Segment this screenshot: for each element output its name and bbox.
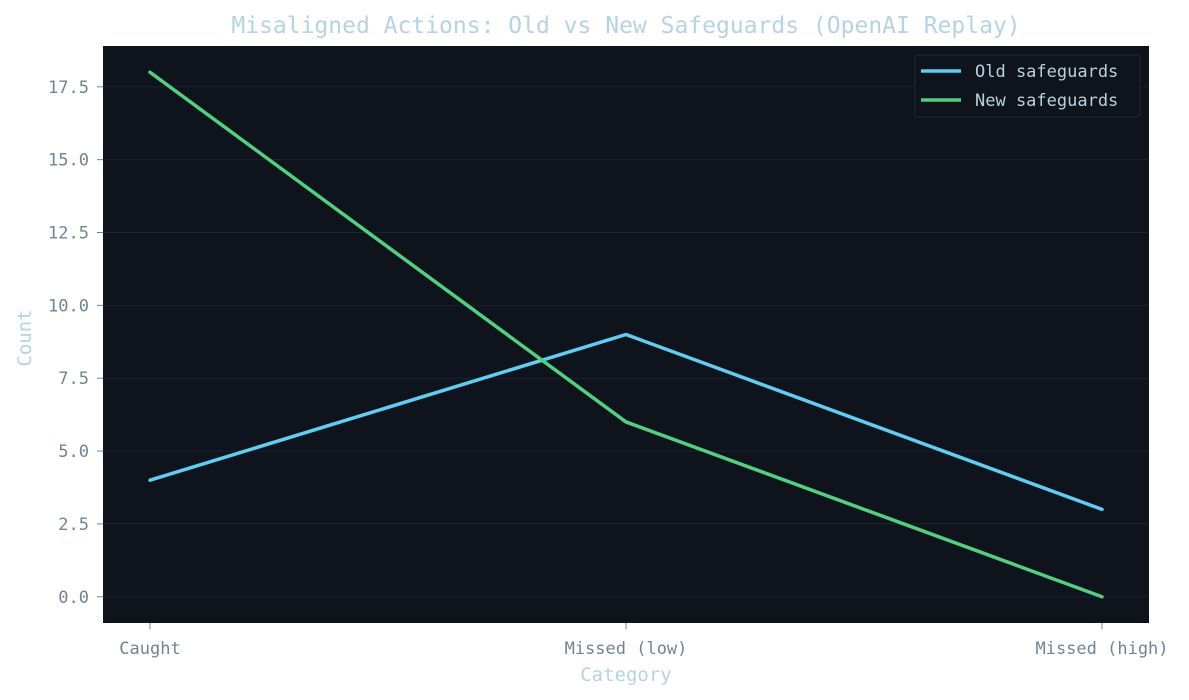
chart-title: Misaligned Actions: Old vs New Safeguard… [231,13,1020,39]
y-tick-label: 10.0 [48,296,89,316]
series-line-old-safeguards [148,332,1104,512]
series-lines [148,70,1104,599]
y-tick-label: 17.5 [48,78,89,98]
legend-label-new-safeguards: New safeguards [975,91,1118,111]
legend: Old safeguards New safeguards [914,54,1141,118]
y-tick-label: 2.5 [58,515,89,535]
y-tick-label: 0.0 [58,588,89,608]
legend-box [914,54,1141,118]
y-tick-label: 12.5 [48,224,89,244]
y-axis-ticks: 0.0 2.5 5.0 7.5 10.0 12.5 15.0 17.5 [48,78,103,608]
grid-lines [103,86,1149,598]
series-line-new-safeguards [148,70,1104,599]
y-axis-label: Count [14,309,36,366]
x-tick-label: Missed (low) [565,639,688,659]
y-tick-label: 5.0 [58,442,89,462]
y-tick-label: 15.0 [48,151,89,171]
legend-label-old-safeguards: Old safeguards [975,62,1118,82]
x-axis-ticks: Caught Missed (low) Missed (high) [119,623,1169,659]
y-tick-label: 7.5 [58,369,89,389]
x-tick-label: Caught [119,639,180,659]
x-axis-label: Category [580,664,672,686]
x-tick-label: Missed (high) [1035,639,1168,659]
